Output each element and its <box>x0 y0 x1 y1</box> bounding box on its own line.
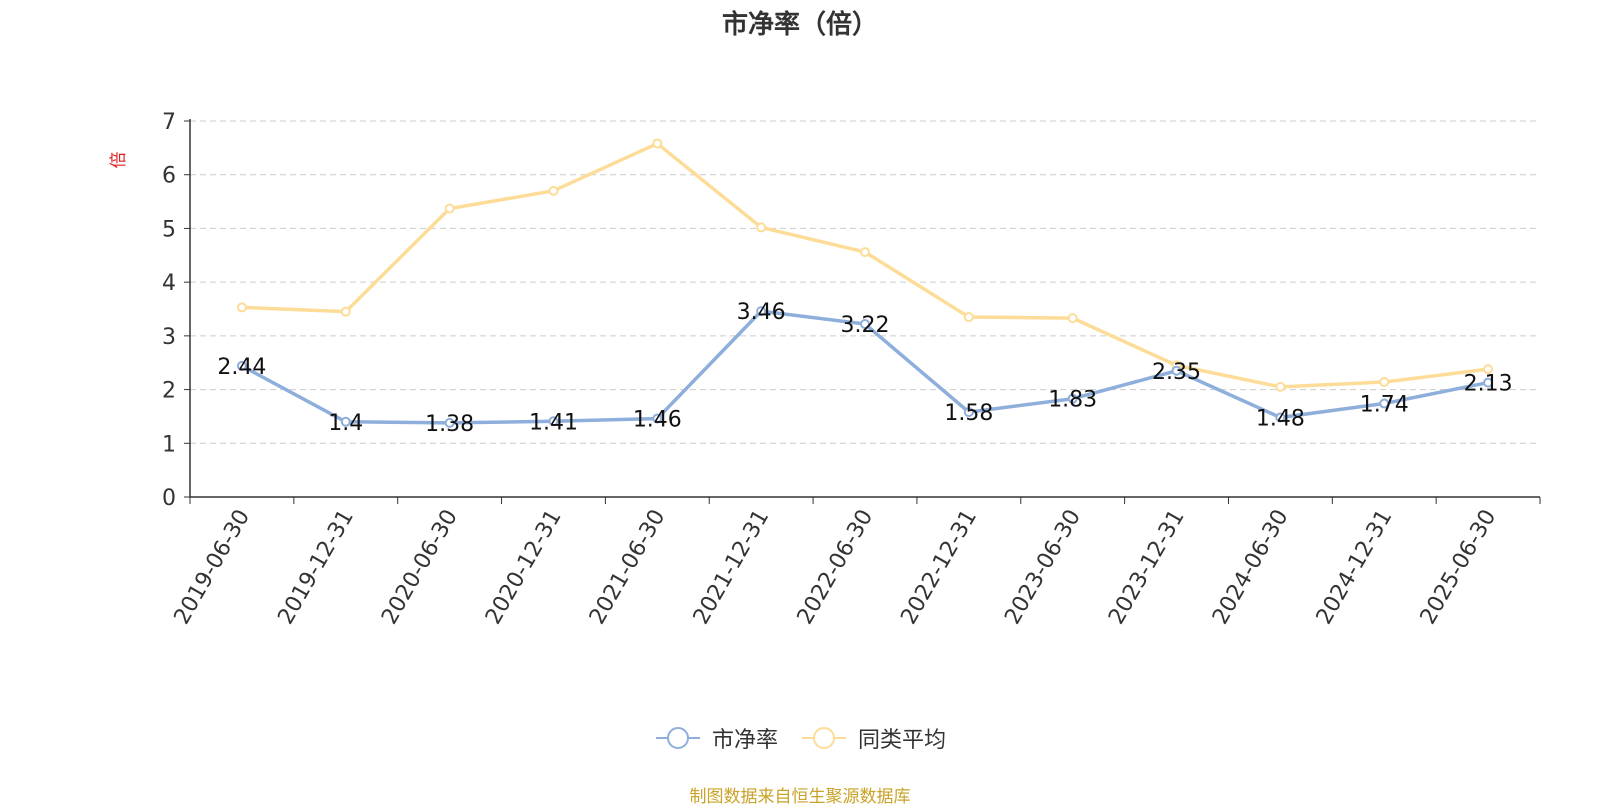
data-label: 1.41 <box>529 410 578 435</box>
data-point-series-1 <box>756 306 767 317</box>
data-label: 2.35 <box>1152 360 1201 385</box>
data-label: 2.44 <box>217 355 266 380</box>
data-label: 1.74 <box>1360 393 1409 418</box>
series-line-2 <box>240 141 1490 389</box>
legend-marker-series-2 <box>802 727 846 749</box>
y-tick-label: 2 <box>162 379 176 404</box>
x-tick-label: 2021-12-31 <box>689 506 775 629</box>
x-tick-label: 2024-06-30 <box>1208 506 1294 629</box>
x-tick-label: 2023-12-31 <box>1104 506 1190 629</box>
data-point-series-2 <box>1067 313 1078 324</box>
data-point-series-1 <box>340 416 351 427</box>
y-tick-label: 7 <box>162 110 176 135</box>
data-point-series-2 <box>236 302 247 313</box>
data-label: 3.22 <box>841 313 890 338</box>
data-point-series-1 <box>1275 412 1286 423</box>
x-tick-label: 2022-06-30 <box>793 506 879 629</box>
data-point-series-1 <box>548 416 559 427</box>
data-label: 1.58 <box>944 401 993 426</box>
y-tick-label: 5 <box>162 217 176 242</box>
data-label: 1.4 <box>328 411 363 436</box>
data-labels: 2.44 1.4 1.38 1.41 1.46 3.46 3.22 1.58 1.83 2.35 1… <box>217 300 1512 437</box>
legend-item-series-1[interactable]: 市净率 <box>654 722 778 754</box>
data-point-series-1 <box>1067 393 1078 404</box>
data-point-series-2 <box>548 185 559 196</box>
data-source-note: 制图数据来自恒生聚源数据库 <box>689 787 911 807</box>
data-point-series-2 <box>1483 364 1494 375</box>
data-label: 1.46 <box>633 408 682 433</box>
y-axis-label: 倍 <box>109 152 129 169</box>
x-tick-label: 2021-06-30 <box>585 506 671 629</box>
series-lines <box>236 138 1494 428</box>
x-tick-label: 2019-12-31 <box>273 506 359 629</box>
chart-title: 市净率（倍） <box>721 10 878 40</box>
x-tick-label: 2024-12-31 <box>1312 506 1398 629</box>
data-label: 1.48 <box>1256 407 1305 432</box>
data-point-series-2 <box>756 222 767 233</box>
legend-item-series-2[interactable]: 同类平均 <box>800 722 946 754</box>
data-label: 1.83 <box>1048 388 1097 413</box>
data-point-series-2 <box>652 138 663 149</box>
legend-marker-series-1 <box>655 727 700 749</box>
x-tick-label: 2019-06-30 <box>170 506 256 629</box>
x-tick-label: 2025-06-30 <box>1416 506 1502 629</box>
data-point-series-2 <box>1379 377 1390 388</box>
x-tick-label: 2022-12-31 <box>896 506 982 629</box>
grid-lines <box>190 120 1540 444</box>
y-tick-label: 6 <box>162 164 176 189</box>
data-point-series-2 <box>1275 381 1286 392</box>
y-tick-label: 1 <box>162 432 176 457</box>
data-point-series-2 <box>963 312 974 323</box>
data-point-series-2 <box>340 306 351 317</box>
data-point-series-1 <box>1483 377 1494 388</box>
data-point-series-1 <box>963 407 974 418</box>
x-tick-label: 2020-06-30 <box>377 506 463 629</box>
legend-label-series-1: 市净率 <box>711 728 778 753</box>
y-tick-label: 3 <box>162 325 176 350</box>
data-label: 3.46 <box>737 300 786 325</box>
legend: 市净率 同类平均 <box>0 722 1600 754</box>
y-tick-label: 4 <box>162 271 176 296</box>
y-tick-label: 0 <box>162 486 176 511</box>
data-label: 2.13 <box>1464 372 1513 397</box>
data-point-series-1 <box>1171 365 1182 376</box>
data-point-series-1 <box>236 360 247 371</box>
data-point-series-1 <box>860 319 870 330</box>
legend-label-series-2: 同类平均 <box>858 728 947 753</box>
data-point-series-1 <box>1379 398 1390 409</box>
data-point-series-2 <box>860 247 870 258</box>
data-label: 1.38 <box>425 412 474 437</box>
data-point-series-2 <box>444 203 455 214</box>
data-point-series-1 <box>652 413 663 424</box>
x-tick-label: 2023-06-30 <box>1000 506 1086 629</box>
data-point-series-1 <box>444 417 455 428</box>
x-tick-label: 2020-12-31 <box>481 506 567 629</box>
